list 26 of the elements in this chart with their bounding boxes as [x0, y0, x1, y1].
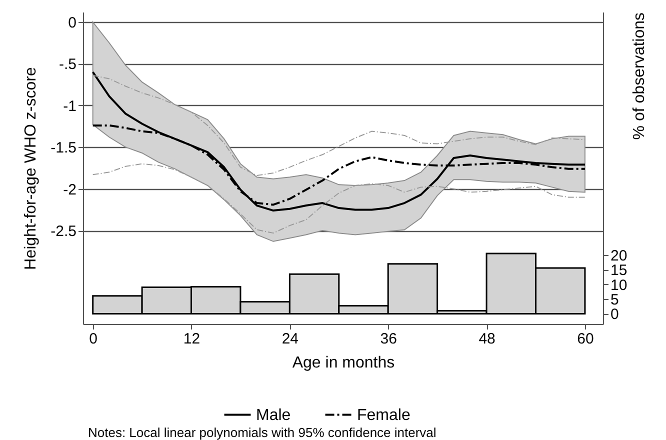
- x-tick-label: 48: [478, 330, 496, 348]
- x-tick-label: 60: [577, 330, 594, 348]
- x-tick-label: 0: [89, 330, 98, 348]
- x-tick-label: 24: [282, 330, 299, 348]
- y2-tick-label: 0: [610, 306, 619, 324]
- y-tick-label: -2: [63, 181, 76, 198]
- y2-tick-label: 5: [610, 292, 619, 309]
- y-tick-label: -1: [63, 98, 76, 115]
- x-axis-title: Age in months: [292, 354, 395, 372]
- y2-tick-label: 20: [610, 248, 628, 265]
- x-tick-label: 36: [380, 330, 397, 348]
- legend-label: Male: [256, 406, 291, 424]
- x-tick-label: 12: [183, 330, 200, 348]
- line-series: [92, 163, 586, 234]
- y-tick-label: -1.5: [50, 140, 76, 157]
- y2-tick-label: 10: [610, 276, 628, 294]
- y2-tick-label: 15: [610, 262, 628, 280]
- y-tick-label: 0: [68, 14, 76, 32]
- line-series: [92, 71, 586, 212]
- text: Notes: Local linear polynomials with 95% confidence interval: [88, 425, 436, 440]
- y2-axis-title: % of observations: [631, 12, 648, 140]
- line-series: [92, 74, 586, 176]
- y-tick-label: -.5: [58, 56, 76, 74]
- y-tick-label: -2.5: [50, 223, 76, 240]
- y-axis-title: Height-for-age WHO z-score: [22, 67, 40, 270]
- legend-label: Female: [357, 406, 410, 424]
